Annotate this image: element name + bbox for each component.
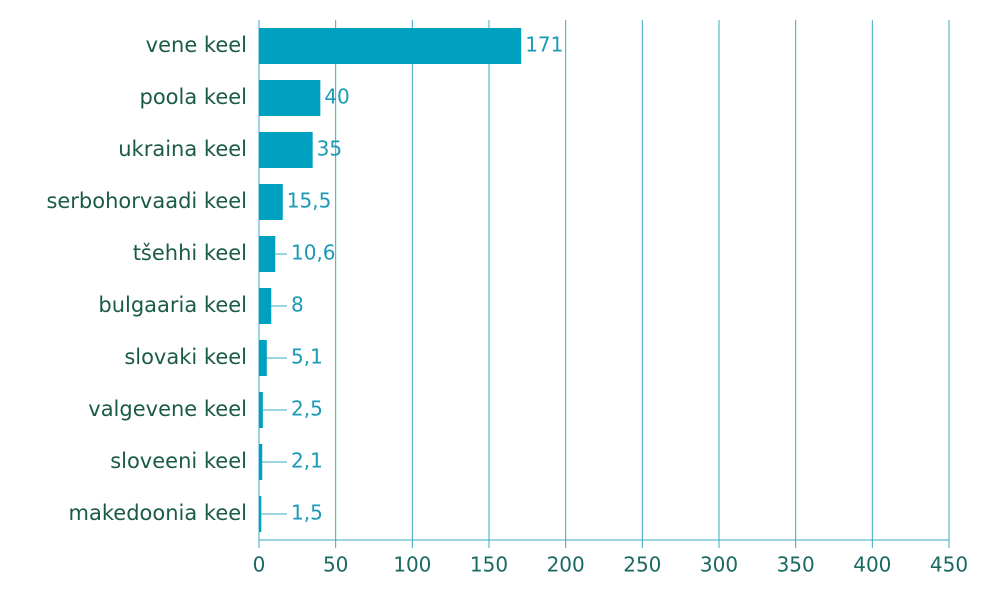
category-label: poola keel [140, 85, 248, 109]
bar [259, 340, 267, 376]
bar [259, 28, 522, 64]
bar [259, 236, 276, 272]
x-tick-label: 200 [547, 553, 585, 577]
category-label: tšehhi keel [133, 241, 247, 265]
category-label: sloveeni keel [110, 449, 247, 473]
value-label: 15,5 [287, 189, 332, 213]
x-tick-label: 100 [393, 553, 431, 577]
category-label: makedoonia keel [69, 501, 247, 525]
category-label: vene keel [146, 33, 247, 57]
bar [259, 496, 262, 532]
x-tick-label: 50 [323, 553, 348, 577]
value-label: 8 [291, 293, 304, 317]
value-label: 171 [525, 33, 563, 57]
x-tick-label: 400 [853, 553, 891, 577]
x-tick-label: 450 [930, 553, 968, 577]
value-label: 2,5 [291, 397, 323, 421]
category-label: ukraina keel [118, 137, 247, 161]
x-tick-label: 250 [623, 553, 661, 577]
value-label: 35 [317, 137, 342, 161]
category-label: serbohorvaadi keel [46, 189, 247, 213]
value-label: 10,6 [291, 241, 336, 265]
bar [259, 288, 272, 324]
category-label: valgevene keel [88, 397, 247, 421]
category-label: bulgaaria keel [98, 293, 247, 317]
bar [259, 80, 321, 116]
x-tick-label: 0 [253, 553, 266, 577]
value-label: 2,1 [291, 449, 323, 473]
x-tick-label: 300 [700, 553, 738, 577]
value-label: 40 [324, 85, 349, 109]
category-label: slovaki keel [124, 345, 247, 369]
bar [259, 184, 283, 220]
x-tick-label: 150 [470, 553, 508, 577]
x-tick-label: 350 [777, 553, 815, 577]
value-label: 1,5 [291, 501, 323, 525]
bar [259, 444, 263, 480]
bar [259, 132, 313, 168]
bar [259, 392, 263, 428]
value-label: 5,1 [291, 345, 323, 369]
